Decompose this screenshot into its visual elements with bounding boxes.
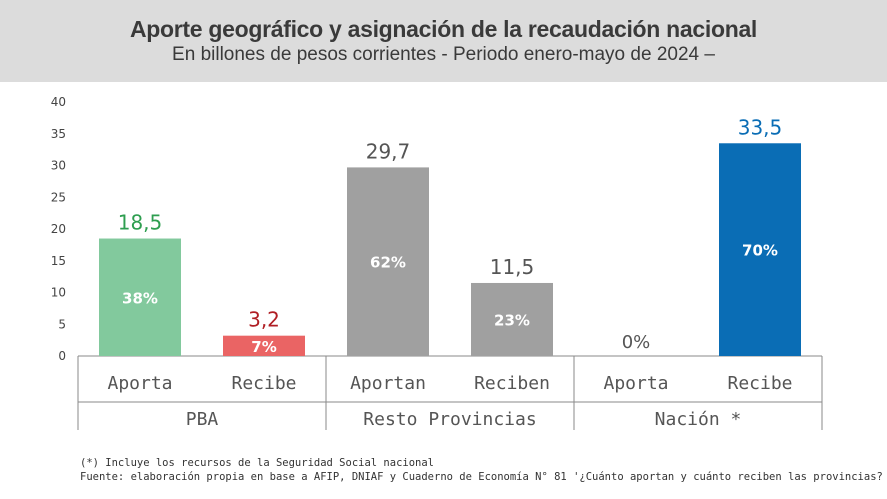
bar-category-label: Aporta	[603, 373, 668, 394]
bar-value-label: 33,5	[738, 115, 783, 139]
y-tick-label: 25	[51, 190, 66, 204]
y-tick-label: 15	[51, 254, 66, 268]
bar-category-label: Aportan	[350, 373, 426, 394]
bar-category-label: Aporta	[107, 373, 172, 394]
y-tick-label: 35	[51, 127, 66, 141]
bar	[99, 238, 181, 356]
bar-value-label: 3,2	[248, 308, 280, 332]
bar-category-label: Reciben	[474, 373, 550, 394]
bar-share-label: 70%	[742, 242, 778, 260]
bar-share-label: 62%	[370, 254, 406, 272]
group-label: Nación *	[655, 409, 742, 430]
group-label: Resto Provincias	[363, 409, 536, 430]
y-tick-label: 0	[58, 349, 66, 363]
group-label: PBA	[186, 409, 219, 430]
bar-value-label: 18,5	[118, 211, 163, 235]
bar-category-label: Recibe	[727, 373, 792, 394]
bar-share-label: 38%	[122, 289, 158, 307]
bar-share-label: 0%	[622, 332, 651, 353]
bar-share-label: 7%	[251, 338, 276, 356]
bar-share-label: 23%	[494, 311, 530, 329]
bar	[347, 167, 429, 356]
bar-category-label: Recibe	[231, 373, 296, 394]
bar-chart: 0 5 10 15 20 25 30 35 40 18,5 38% Aporta 3,2 7% Recibe…	[51, 95, 823, 430]
y-tick-label: 30	[51, 159, 66, 173]
y-tick-label: 5	[58, 317, 66, 331]
footnote-note: (*) Incluye los recursos de la Seguridad…	[80, 457, 435, 469]
bar	[719, 143, 801, 356]
bar	[223, 335, 305, 356]
footnote-source: Fuente: elaboración propia en base a AFI…	[80, 471, 883, 483]
chart-subtitle: En billones de pesos corrientes - Period…	[172, 44, 715, 65]
bar-value-label: 11,5	[490, 255, 535, 279]
y-tick-label: 20	[51, 222, 66, 236]
header-band: Aporte geográfico y asignación de la rec…	[0, 0, 887, 82]
bar	[471, 282, 553, 356]
chart-title: Aporte geográfico y asignación de la rec…	[129, 16, 758, 42]
y-tick-label: 10	[51, 286, 66, 300]
y-tick-label: 40	[51, 95, 66, 109]
bar-value-label: 29,7	[366, 139, 411, 163]
